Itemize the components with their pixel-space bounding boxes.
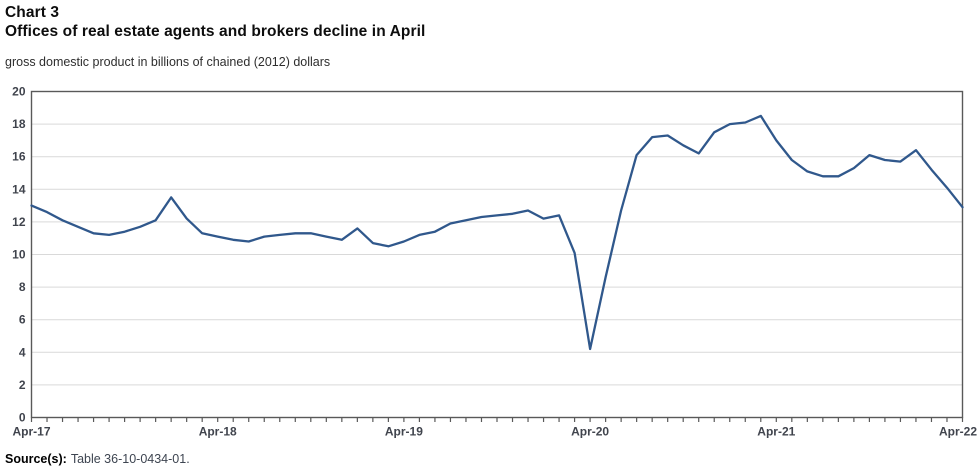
y-tick-label: 6 [19,313,26,327]
y-tick-label: 8 [19,280,26,294]
x-tick-label: Apr-20 [571,425,609,439]
source-note: Source(s): Table 36-10-0434-01. [5,452,190,466]
y-tick-label: 12 [12,215,26,229]
y-tick-label: 10 [12,248,26,262]
chart-title: Offices of real estate agents and broker… [5,23,426,40]
chart-subtitle: gross domestic product in billions of ch… [5,55,331,69]
y-tick-label: 14 [12,182,26,196]
x-tick-label: Apr-17 [12,425,50,439]
data-line-real-estate-offices [30,114,964,351]
y-tick-label: 20 [12,85,26,99]
chart-header: Chart 3 Offices of real estate agents an… [5,3,425,69]
x-tick-label: Apr-18 [199,425,237,439]
y-tick-label: 18 [12,117,26,131]
x-tick-label: Apr-19 [385,425,423,439]
line-chart: 0 2 4 6 8 10 12 14 16 18 20 Apr-17 Apr-18 Apr-19 Apr-2… [12,85,977,439]
x-tick-label: Apr-21 [757,425,795,439]
y-tick-label: 4 [19,345,26,359]
x-tick-label: Apr-22 [939,425,977,439]
source-label: Source(s): [5,452,67,466]
y-tick-label: 0 [19,411,26,425]
source-value: Table 36-10-0434-01. [70,452,190,466]
chart-number: Chart 3 [5,4,60,21]
y-tick-label: 16 [12,150,26,164]
y-tick-label: 2 [19,378,26,392]
